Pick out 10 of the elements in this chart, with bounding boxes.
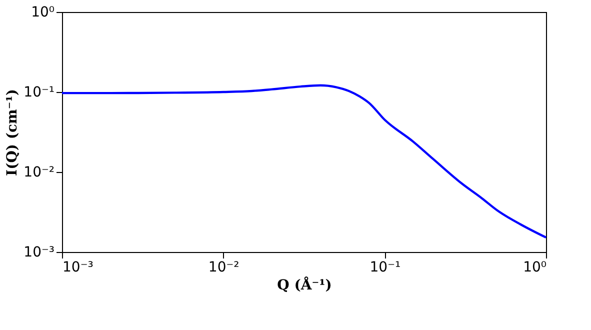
x-tick-label: 10⁻²: [208, 260, 240, 276]
x-axis-title: Q (Å⁻¹): [277, 276, 332, 294]
y-tick-label: 10⁻²: [24, 164, 54, 180]
x-tick-label: 10⁻³: [62, 260, 94, 276]
x-tick-label: 10⁻¹: [370, 260, 401, 276]
y-tick-label: 10⁰: [31, 4, 55, 20]
y-axis-title: I(Q) (cm⁻¹): [4, 89, 21, 176]
y-tick-label: 10⁻¹: [24, 84, 54, 100]
x-tick-label: 10⁰: [523, 260, 547, 276]
y-tick-label: 10⁻³: [24, 244, 54, 260]
